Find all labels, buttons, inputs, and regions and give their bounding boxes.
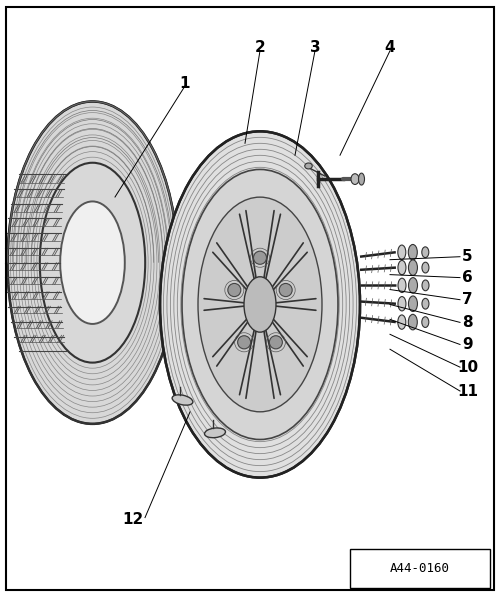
Ellipse shape (408, 296, 418, 312)
Text: 5: 5 (462, 249, 473, 264)
Ellipse shape (398, 278, 406, 293)
Ellipse shape (8, 101, 177, 424)
Ellipse shape (351, 174, 359, 184)
Ellipse shape (422, 262, 429, 273)
Text: 7: 7 (462, 292, 473, 307)
Text: 11: 11 (457, 383, 478, 399)
Text: 10: 10 (457, 359, 478, 375)
Text: 1: 1 (180, 76, 190, 91)
Ellipse shape (244, 277, 276, 332)
Ellipse shape (279, 284, 292, 297)
Ellipse shape (172, 395, 193, 405)
Bar (350, 549, 490, 588)
Ellipse shape (398, 297, 406, 311)
Ellipse shape (408, 244, 418, 260)
Text: 12: 12 (122, 512, 143, 527)
Ellipse shape (270, 336, 282, 349)
Ellipse shape (408, 315, 418, 330)
Ellipse shape (204, 428, 226, 438)
Ellipse shape (182, 170, 338, 439)
Text: 6: 6 (462, 270, 473, 285)
Ellipse shape (254, 251, 266, 264)
Ellipse shape (422, 280, 429, 291)
Ellipse shape (422, 247, 429, 257)
Ellipse shape (422, 298, 429, 309)
Ellipse shape (408, 278, 418, 293)
Ellipse shape (398, 245, 406, 259)
Ellipse shape (358, 173, 364, 185)
Ellipse shape (198, 197, 322, 412)
Ellipse shape (398, 260, 406, 275)
Text: 2: 2 (254, 40, 266, 56)
Text: A44-0160: A44-0160 (390, 562, 450, 575)
Text: 3: 3 (310, 40, 320, 56)
Ellipse shape (422, 317, 429, 328)
Text: 9: 9 (462, 337, 473, 352)
Ellipse shape (228, 284, 241, 297)
Ellipse shape (160, 131, 360, 478)
Ellipse shape (408, 260, 418, 275)
Text: 4: 4 (384, 40, 396, 56)
Text: 8: 8 (462, 315, 473, 330)
Ellipse shape (238, 336, 250, 349)
Ellipse shape (398, 315, 406, 330)
Ellipse shape (60, 201, 125, 324)
Ellipse shape (305, 163, 312, 169)
